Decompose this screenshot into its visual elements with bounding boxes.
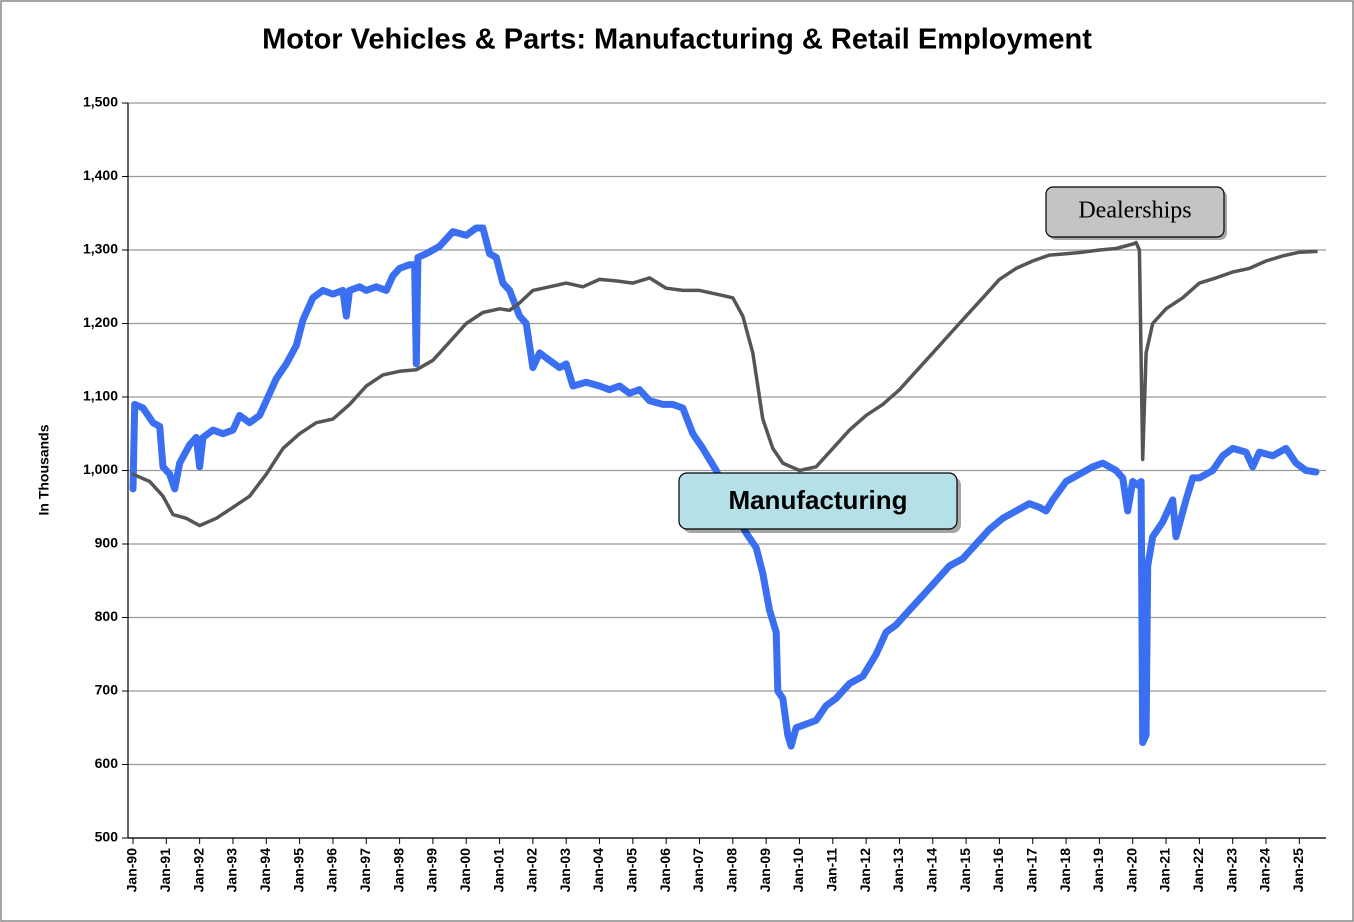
x-tick-label: Jan-21 — [1157, 848, 1173, 893]
x-tick-label: Jan-03 — [557, 848, 573, 893]
x-tick-label: Jan-14 — [923, 848, 939, 893]
x-tick-label: Jan-01 — [490, 848, 506, 893]
x-tick-label: Jan-08 — [724, 848, 740, 893]
x-tick-label: Jan-20 — [1123, 848, 1139, 893]
y-tick-label: 500 — [95, 829, 119, 845]
y-tick-label: 1,000 — [83, 461, 118, 477]
x-tick-label: Jan-96 — [324, 848, 340, 893]
chart-title: Motor Vehicles & Parts: Manufacturing & … — [262, 24, 1092, 56]
x-tick-label: Jan-13 — [890, 848, 906, 893]
x-tick-label: Jan-10 — [790, 848, 806, 893]
x-tick-label: Jan-16 — [990, 848, 1006, 893]
x-tick-label: Jan-99 — [424, 848, 440, 893]
x-tick-label: Jan-19 — [1090, 848, 1106, 893]
y-tick-label: 1,100 — [83, 388, 118, 404]
x-tick-label: Jan-25 — [1290, 848, 1306, 893]
ticks: 1,500 1,400 1,300 1,200 1,100 1,000 900 800 700 6… — [83, 94, 1326, 893]
y-tick-label: 900 — [95, 535, 119, 551]
callout-box — [1045, 186, 1225, 238]
x-tick-label: Jan-09 — [757, 848, 773, 893]
x-tick-label: Jan-92 — [190, 848, 206, 893]
x-tick-label: Jan-00 — [457, 848, 473, 893]
x-tick-label: Jan-23 — [1223, 848, 1239, 893]
callout-dealerships: Dealerships — [1045, 186, 1227, 240]
x-tick-label: Jan-17 — [1023, 848, 1039, 893]
y-tick-label: 800 — [95, 608, 119, 624]
x-tick-label: Jan-07 — [690, 848, 706, 893]
x-tick-label: Jan-90 — [124, 848, 140, 893]
x-tick-label: Jan-18 — [1057, 848, 1073, 893]
x-tick-label: Jan-95 — [290, 848, 306, 893]
x-tick-label: Jan-12 — [857, 848, 873, 893]
x-tick-label: Jan-06 — [657, 848, 673, 893]
x-tick-label: Jan-91 — [157, 848, 173, 893]
y-tick-label: 700 — [95, 682, 119, 698]
series-line — [129, 224, 1320, 750]
callout-box — [678, 472, 958, 530]
y-axis-label: In Thousands — [36, 424, 52, 515]
x-tick-label: Jan-04 — [590, 848, 606, 893]
y-tick-label: 600 — [95, 755, 119, 771]
x-tick-label: Jan-97 — [357, 848, 373, 893]
x-tick-label: Jan-11 — [824, 848, 840, 892]
y-tick-label: 1,300 — [83, 241, 118, 257]
y-tick-label: 1,200 — [83, 314, 118, 330]
x-tick-label: Jan-98 — [390, 848, 406, 893]
x-tick-label: Jan-94 — [257, 848, 273, 893]
x-tick-label: Jan-05 — [624, 848, 640, 893]
x-tick-label: Jan-22 — [1190, 848, 1206, 893]
lines — [129, 224, 1320, 750]
x-tick-label: Jan-93 — [224, 848, 240, 893]
x-tick-label: Jan-02 — [524, 848, 540, 893]
series-line — [131, 240, 1318, 528]
callout-manufacturing: Manufacturing — [678, 472, 961, 533]
x-tick-label: Jan-15 — [957, 848, 973, 893]
x-tick-label: Jan-24 — [1257, 848, 1273, 893]
callout-label: Manufacturing — [728, 485, 907, 515]
callout-label: Dealerships — [1078, 198, 1191, 224]
y-tick-label: 1,500 — [83, 94, 118, 110]
y-tick-label: 1,400 — [83, 167, 118, 183]
